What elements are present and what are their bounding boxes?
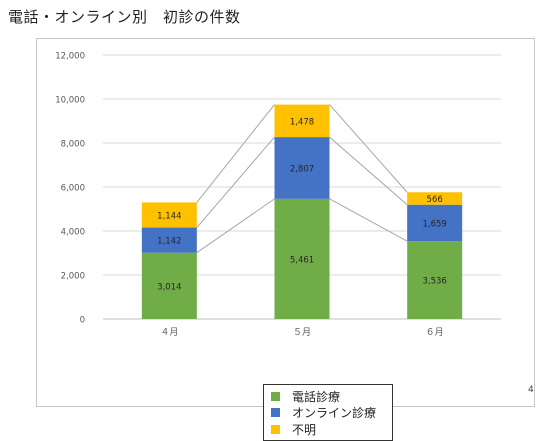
series-connector-line [329, 198, 408, 242]
page-title: 電話・オンライン別 初診の件数 [8, 8, 241, 26]
data-label: 5,461 [290, 255, 314, 265]
legend-item-online: オンライン診療 [271, 405, 392, 422]
data-label: 1,478 [290, 117, 314, 127]
legend-label-fumei: 不明 [292, 422, 317, 437]
bar-segment [407, 204, 463, 242]
data-label: 3,014 [157, 282, 181, 292]
y-tick-label: 10,000 [55, 96, 85, 106]
y-tick-label: 2,000 [61, 272, 85, 282]
legend-label-online: オンライン診療 [292, 406, 377, 421]
legend-label-denwa: 電話診療 [292, 389, 341, 404]
series-connector-line [196, 198, 275, 254]
series-connector-line [329, 136, 408, 206]
bar-segment [407, 241, 463, 319]
x-tick-label: ５月 [293, 327, 311, 338]
data-label: 1,144 [157, 211, 181, 221]
series-connector-line [329, 104, 408, 193]
chart-area: 0 2,000 4,000 6,000 8,000 10,000 12,000 3,014 1,… [36, 38, 535, 441]
y-tick-label: 6,000 [61, 184, 85, 194]
series-connector-line [196, 104, 275, 203]
x-tick-label: ６月 [426, 327, 444, 338]
legend-item-denwa: 電話診療 [271, 388, 392, 405]
page-number: 4 [528, 385, 534, 395]
bar-segment [274, 137, 330, 199]
data-label: 2,807 [290, 164, 314, 174]
data-label: 1,659 [422, 219, 446, 229]
bar-segment [274, 104, 330, 138]
legend-item-fumei: 不明 [271, 421, 392, 438]
series-connector-line [196, 136, 275, 228]
y-tick-label: 12,000 [55, 52, 85, 62]
y-tick-label: 0 [80, 316, 85, 326]
x-tick-label: ４月 [160, 327, 178, 338]
legend-swatch-online [271, 408, 280, 418]
bar-segment [141, 202, 197, 228]
bar-segment [141, 227, 197, 253]
data-label: 566 [427, 195, 443, 205]
bar-segment [141, 252, 197, 319]
legend-swatch-denwa [271, 391, 280, 401]
y-tick-label: 4,000 [61, 228, 85, 238]
stacked-bar-chart: 0 2,000 4,000 6,000 8,000 10,000 12,000 3,014 1,… [55, 52, 501, 338]
bar-segment [407, 192, 463, 205]
bar-segment [274, 198, 330, 319]
chart-legend: 電話診療 オンライン診療 不明 [263, 384, 393, 441]
data-label: 3,536 [422, 277, 446, 287]
y-tick-label: 8,000 [61, 140, 85, 150]
legend-swatch-fumei [271, 424, 280, 434]
data-label: 1,142 [157, 237, 181, 247]
